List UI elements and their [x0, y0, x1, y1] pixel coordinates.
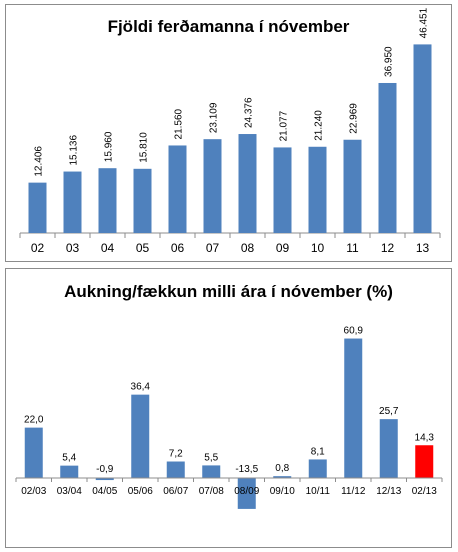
x-tick-label: 06/07: [163, 486, 188, 497]
x-tick-label: 11/12: [341, 486, 366, 497]
bar: [133, 168, 152, 233]
data-label: 24.376: [244, 97, 255, 128]
x-tick-label: 02/03: [21, 486, 46, 497]
x-tick-label: 07: [206, 241, 220, 255]
x-tick-label: 05: [136, 241, 150, 255]
data-label: 22.969: [349, 103, 360, 134]
bar: [168, 145, 187, 233]
bar: [344, 338, 363, 478]
bar: [378, 82, 397, 233]
tourist-count-chart: Fjöldi ferðamanna í nóvember 12.406 02 15.…: [5, 4, 452, 262]
data-label: 5,5: [204, 452, 218, 463]
data-label: 12.406: [34, 146, 45, 177]
x-tick-label: 08: [241, 241, 255, 255]
bar: [203, 139, 222, 233]
x-tick-label: 03: [66, 241, 80, 255]
tourist-count-plot: 12.406 02 15.136 03 15.960 04 15.810 05 21.560 06…: [19, 7, 441, 255]
x-tick-label: 05/06: [128, 486, 153, 497]
chart-title: Aukning/fækkun milli ára í nóvember (%): [64, 282, 393, 301]
x-tick-label: 12/13: [376, 486, 401, 497]
x-tick-label: 11: [346, 241, 359, 255]
data-label: 22,0: [24, 415, 44, 426]
data-label: 25,7: [379, 406, 399, 417]
bar: [273, 147, 292, 233]
bar: [413, 44, 432, 234]
x-tick-label: 02/13: [412, 486, 437, 497]
bar: [343, 139, 362, 233]
bar: [308, 459, 327, 478]
x-tick-label: 06: [171, 241, 185, 255]
data-label: 21.240: [314, 110, 325, 141]
data-label: 15.136: [69, 135, 80, 166]
x-tick-label: 07/08: [199, 486, 224, 497]
bar: [238, 134, 257, 233]
chart-title: Fjöldi ferðamanna í nóvember: [107, 17, 350, 36]
bar: [60, 465, 79, 478]
bar: [28, 182, 47, 233]
bar: [415, 445, 434, 478]
x-tick-label: 03/04: [57, 486, 82, 497]
bar: [308, 146, 327, 233]
data-label: 14,3: [415, 432, 435, 443]
x-tick-label: 12: [381, 241, 395, 255]
bar: [95, 478, 114, 481]
bar: [273, 476, 292, 478]
x-tick-label: 04/05: [92, 486, 117, 497]
bar: [202, 465, 221, 478]
x-tick-label: 02: [31, 241, 45, 255]
data-label: 60,9: [344, 326, 364, 337]
x-tick-label: 08/09: [234, 486, 259, 497]
x-tick-label: 04: [101, 241, 115, 255]
bar: [98, 168, 117, 233]
data-label: 36.950: [384, 46, 395, 77]
x-tick-label: 10: [311, 241, 325, 255]
x-tick-label: 10/11: [306, 486, 331, 497]
data-label: 7,2: [169, 449, 183, 460]
bar: [237, 478, 256, 509]
bar: [166, 461, 185, 478]
data-label: 8,1: [311, 446, 325, 457]
data-label: -0,9: [96, 464, 114, 475]
bar: [63, 171, 82, 233]
data-label: 21.077: [279, 110, 290, 141]
bar: [379, 419, 398, 478]
bar: [131, 394, 150, 478]
x-tick-label: 13: [416, 241, 430, 255]
growth-rate-plot: 22,0 02/03 5,4 03/04 -0,9 04/05 36,4 05/06 7,2 06…: [15, 326, 443, 509]
data-label: 15.960: [104, 131, 115, 162]
growth-rate-chart: Aukning/fækkun milli ára í nóvember (%) …: [5, 268, 452, 548]
x-tick-label: 09: [276, 241, 290, 255]
data-label: -13,5: [235, 464, 258, 475]
data-label: 46.451: [419, 7, 430, 38]
data-label: 5,4: [62, 453, 76, 464]
bar: [24, 427, 43, 478]
data-label: 36,4: [131, 382, 151, 393]
x-tick-label: 09/10: [270, 486, 295, 497]
data-label: 0,8: [275, 463, 289, 474]
data-label: 15.810: [139, 132, 150, 163]
data-label: 23.109: [209, 102, 220, 133]
data-label: 21.560: [174, 108, 185, 139]
